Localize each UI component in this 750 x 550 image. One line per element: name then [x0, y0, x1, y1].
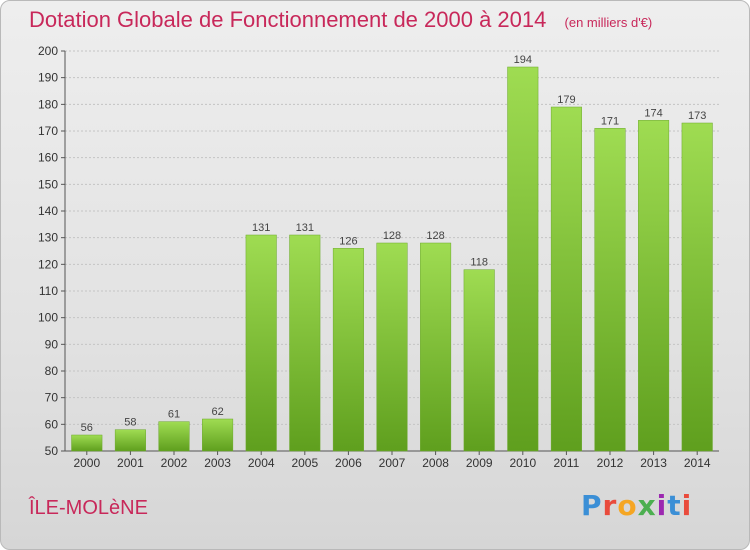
bar-2007: [376, 242, 408, 452]
x-tick-label: 2005: [291, 456, 318, 470]
y-tick-label: 190: [38, 71, 58, 85]
y-tick-label: 180: [38, 97, 58, 111]
x-tick-label: 2014: [684, 456, 711, 470]
x-tick-label: 2003: [204, 456, 231, 470]
y-tick-label: 80: [45, 364, 59, 378]
bars: [71, 66, 713, 452]
chart-title: Dotation Globale de Fonctionnement de 20…: [29, 7, 652, 33]
x-tick-label: 2010: [509, 456, 536, 470]
value-label: 173: [688, 110, 706, 122]
x-tick-label: 2001: [117, 456, 144, 470]
bar-2012: [594, 128, 626, 452]
x-tick-label: 2004: [248, 456, 275, 470]
unit-note: (en milliers d'€): [564, 15, 653, 30]
x-tick-label: 2013: [640, 456, 667, 470]
logo-letter: P: [581, 489, 603, 522]
logo-letter: r: [602, 489, 618, 522]
bar-2010: [507, 66, 539, 452]
bar-2001: [114, 429, 146, 452]
value-label: 62: [211, 406, 223, 418]
bar-2003: [202, 418, 234, 452]
logo-letter: x: [637, 489, 657, 522]
logo-letter: i: [656, 489, 668, 522]
value-label: 56: [81, 422, 93, 434]
value-label: 171: [601, 115, 619, 127]
bar-2013: [638, 120, 670, 452]
x-tick-label: 2011: [553, 456, 579, 470]
y-tick-label: 60: [45, 417, 59, 431]
y-tick-label: 150: [38, 177, 58, 191]
x-tick-label: 2012: [597, 456, 624, 470]
logo-letter: i: [681, 489, 693, 522]
logo-letter: o: [617, 489, 638, 522]
value-label: 131: [252, 222, 270, 234]
value-label: 128: [426, 230, 444, 242]
bar-2014: [681, 122, 713, 452]
y-tick-label: 170: [38, 124, 58, 138]
commune-name: ÎLE-MOLèNE: [29, 497, 148, 519]
x-tick-label: 2008: [422, 456, 449, 470]
y-tick-label: 160: [38, 151, 58, 165]
x-tick-label: 2000: [73, 456, 100, 470]
value-label: 61: [168, 409, 180, 421]
bar-2002: [158, 421, 190, 452]
bar-2000: [71, 434, 103, 452]
bar-2008: [420, 242, 452, 452]
y-tick-label: 200: [38, 44, 58, 58]
value-label: 58: [124, 417, 136, 429]
value-label: 126: [339, 235, 357, 247]
y-tick-label: 130: [38, 231, 58, 245]
y-tick-label: 140: [38, 204, 58, 218]
value-label: 179: [557, 94, 575, 106]
labels: 56 2000 58 2001 61 2002 62 2003 131 2004 131 2005 12…: [73, 54, 710, 470]
x-tick-label: 2007: [379, 456, 406, 470]
y-tick-label: 50: [45, 444, 59, 458]
chart-title-text: Dotation Globale de Fonctionnement de 20…: [29, 7, 547, 32]
y-tick-label: 100: [38, 311, 58, 325]
value-label: 174: [644, 107, 662, 119]
y-tick-label: 70: [45, 391, 59, 405]
x-tick-label: 2009: [466, 456, 493, 470]
proxiti-logo[interactable]: Proxiti: [581, 489, 692, 522]
y-tick-label: 110: [39, 284, 58, 298]
x-tick-label: 2006: [335, 456, 362, 470]
x-tick-label: 2002: [161, 456, 188, 470]
y-tick-label: 90: [45, 337, 59, 351]
y-tick-label: 120: [38, 257, 58, 271]
bar-2004: [245, 234, 277, 452]
bar-2009: [463, 269, 495, 452]
bar-2011: [550, 106, 582, 452]
value-label: 131: [296, 222, 314, 234]
value-label: 118: [470, 257, 488, 269]
bar-2006: [332, 248, 364, 452]
value-label: 128: [383, 230, 401, 242]
logo-letter: t: [667, 489, 682, 522]
value-label: 194: [514, 54, 532, 66]
bar-2005: [289, 234, 321, 452]
